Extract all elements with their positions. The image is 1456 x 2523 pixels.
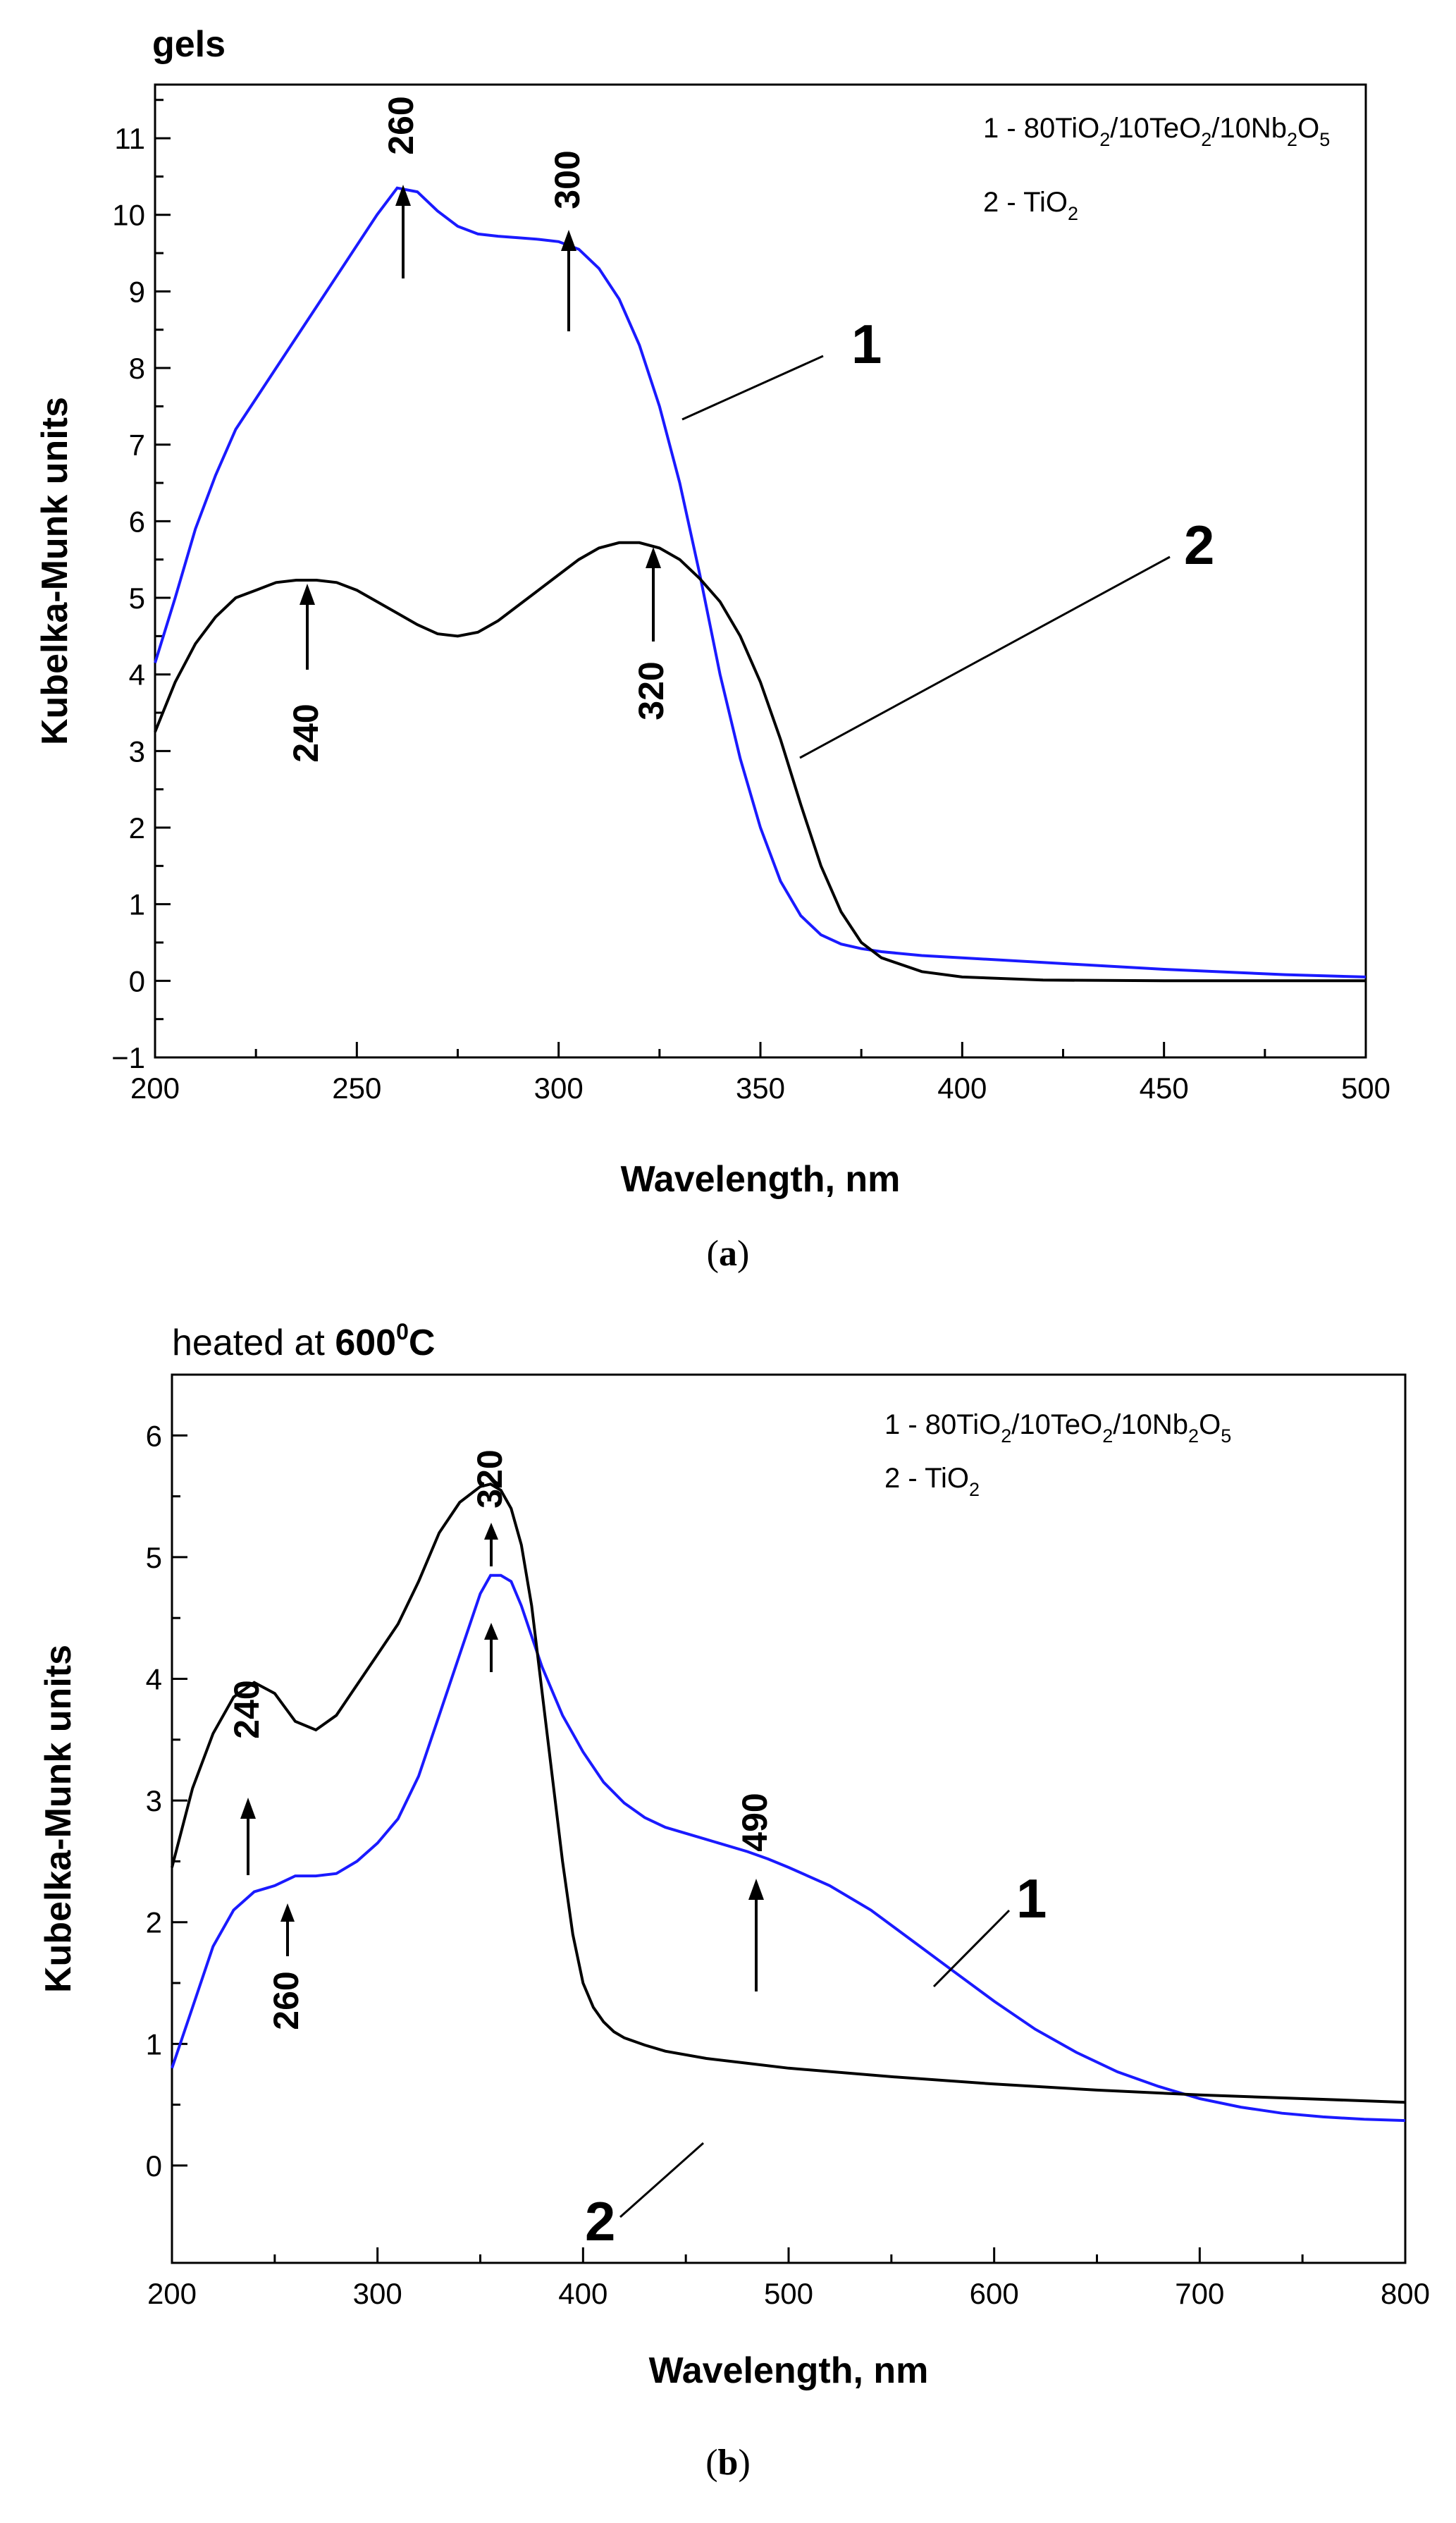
- panel-a-legend-entry-1: 1 - 80TiO2/10TeO2/10Nb2O5: [983, 113, 1330, 150]
- y-tick-label: 6: [129, 505, 145, 538]
- panel-a-annotation-240: 240: [286, 584, 326, 763]
- legend-number: 1: [983, 113, 999, 144]
- svg-text:320: 320: [470, 1449, 510, 1508]
- panel-b-series-2-line: [171, 1483, 1406, 2104]
- y-tick-label: 4: [129, 658, 145, 692]
- panel-a-legend: 1 - 80TiO2/10TeO2/10Nb2O5 2 - TiO2: [983, 113, 1330, 224]
- y-tick-label: 7: [129, 429, 145, 462]
- panel-a-caption: (a): [707, 1234, 750, 1274]
- x-tick-label: 700: [1175, 2277, 1224, 2310]
- panel-b-annotation-320: 320: [470, 1449, 510, 1672]
- y-tick-label: 2: [129, 811, 145, 845]
- svg-text:260: 260: [381, 96, 421, 154]
- y-tick-label: −1: [111, 1041, 145, 1074]
- svg-text:1: 1: [1016, 1867, 1047, 1929]
- panel-b-y-ticks: 0 1 2 3 4 5 6: [146, 1419, 187, 2183]
- y-tick-label: 0: [146, 2149, 162, 2183]
- y-tick-label: 3: [129, 735, 145, 768]
- svg-text:2: 2: [1184, 514, 1214, 576]
- panel-a-legend-entry-2: 2 - TiO2: [983, 187, 1078, 224]
- x-tick-label: 450: [1140, 1072, 1189, 1105]
- panel-b-annotation-240: 240: [227, 1680, 266, 1875]
- panel-a-series-label-1: 1: [681, 313, 882, 421]
- panel-b-annotation-490: 490: [735, 1793, 775, 1991]
- panel-b-plot-frame: [171, 1373, 1407, 2264]
- panel-b-y-axis-title: Kubelka-Munk units: [38, 1645, 79, 1993]
- panel-a-series-label-2: 2: [799, 514, 1214, 759]
- panel-b-caption: (b): [705, 2443, 751, 2483]
- y-tick-label: 8: [129, 352, 145, 385]
- svg-text:240: 240: [227, 1680, 266, 1738]
- y-tick-label: 0: [129, 964, 145, 997]
- x-tick-label: 200: [130, 1072, 180, 1105]
- panel-a-annotation-320: 320: [631, 547, 671, 720]
- y-tick-label: 10: [112, 199, 145, 232]
- panel-a-y-axis-title: Kubelka-Munk units: [35, 397, 75, 745]
- y-tick-label: 1: [146, 2027, 162, 2061]
- panel-b-series-1-line: [171, 1573, 1406, 2123]
- panel-b-annotation-260: 260: [266, 1903, 306, 2030]
- panel-a-series-1-line: [154, 186, 1366, 978]
- y-tick-label: 1: [129, 888, 145, 921]
- legend-number: 2: [884, 1463, 900, 1494]
- svg-text:240: 240: [286, 704, 326, 762]
- y-tick-label: 5: [129, 582, 145, 615]
- x-tick-label: 400: [937, 1072, 987, 1105]
- panel-a-y-ticks: −1 0 1 2 3 4 5 6 7 8 9 10 11: [111, 99, 171, 1074]
- panel-b-series-label-1: 1: [932, 1867, 1047, 1988]
- x-tick-label: 400: [558, 2277, 607, 2310]
- y-tick-label: 5: [146, 1541, 162, 1574]
- panel-b-x-ticks: 200 300 400 500 600 700 800: [147, 2247, 1430, 2310]
- x-tick-label: 500: [764, 2277, 813, 2310]
- y-tick-label: 9: [129, 275, 145, 308]
- panel-a-x-ticks: 200 250 300 350 400 450 500: [130, 1042, 1390, 1105]
- panel-b-title: heated at 6000C: [172, 1319, 435, 1363]
- panel-b-series-label-2: 2: [585, 2142, 704, 2252]
- panel-b-x-axis-title: Wavelength, nm: [649, 2350, 929, 2391]
- panel-b-legend: 1 - 80TiO2/10TeO2/10Nb2O5 2 - TiO2: [884, 1409, 1231, 1500]
- y-tick-label: 2: [146, 1906, 162, 1939]
- x-tick-label: 350: [736, 1072, 785, 1105]
- legend-number: 1: [884, 1409, 900, 1440]
- svg-text:1: 1: [851, 313, 882, 375]
- x-tick-label: 500: [1341, 1072, 1390, 1105]
- y-tick-label: 11: [114, 122, 145, 155]
- panel-a-annotation-300: 300: [548, 150, 587, 331]
- x-tick-label: 300: [534, 1072, 584, 1105]
- panel-a-annotation-260: 260: [381, 96, 421, 278]
- y-tick-label: 3: [146, 1784, 162, 1817]
- svg-text:2: 2: [585, 2190, 615, 2252]
- x-tick-label: 200: [147, 2277, 197, 2310]
- panel-b: heated at 6000C 0 1 2 3 4 5 6 200 300 400 500 600 7…: [38, 1319, 1430, 2483]
- panel-a-x-axis-title: Wavelength, nm: [621, 1159, 901, 1200]
- panel-a-title: gels: [152, 24, 226, 65]
- panel-b-legend-entry-2: 2 - TiO2: [884, 1463, 980, 1500]
- legend-number: 2: [983, 187, 999, 218]
- svg-text:260: 260: [266, 1971, 306, 2030]
- y-tick-label: 4: [146, 1663, 162, 1696]
- x-tick-label: 250: [332, 1072, 381, 1105]
- x-tick-label: 800: [1381, 2277, 1430, 2310]
- panel-a-series-2-line: [154, 541, 1366, 983]
- y-tick-label: 6: [146, 1419, 162, 1452]
- svg-text:300: 300: [548, 150, 587, 209]
- x-tick-label: 600: [970, 2277, 1019, 2310]
- x-tick-label: 300: [353, 2277, 402, 2310]
- panel-b-legend-entry-1: 1 - 80TiO2/10TeO2/10Nb2O5: [884, 1409, 1231, 1447]
- svg-text:490: 490: [735, 1793, 775, 1851]
- svg-text:320: 320: [631, 661, 671, 720]
